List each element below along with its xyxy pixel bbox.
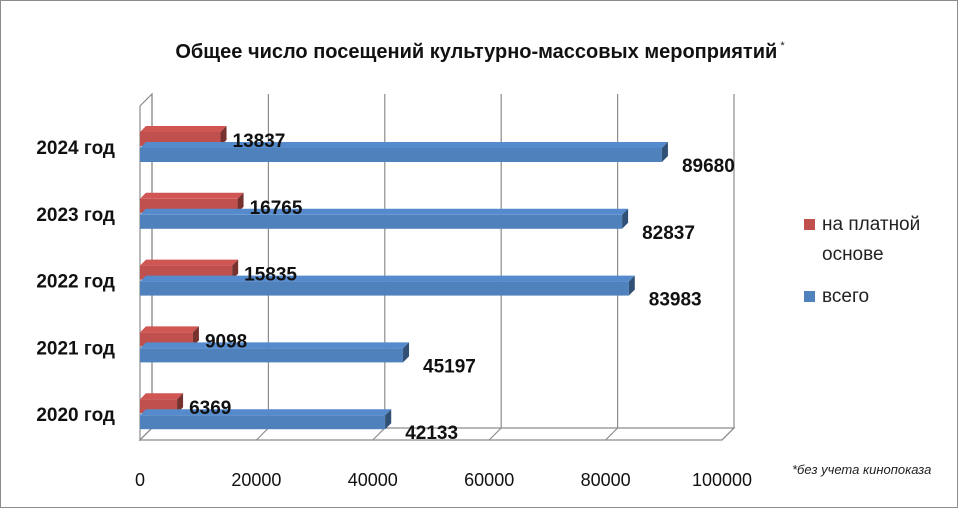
data-label-total: 89680 (682, 156, 735, 177)
gridline-floor (488, 427, 502, 441)
x-tick-label: 0 (135, 470, 145, 490)
legend-label-paid: на платной основе (822, 214, 921, 265)
data-label-paid: 9098 (205, 331, 247, 352)
gridline-floor (139, 427, 153, 441)
legend-item-paid: на платной основе (798, 210, 958, 270)
category-label: 2022 год (36, 272, 115, 293)
bar-total-side (385, 409, 392, 430)
data-label-total: 82837 (642, 223, 695, 244)
category-label: 2024 год (36, 138, 115, 159)
bar-total-face (140, 214, 623, 229)
x-tick-label: 60000 (464, 470, 514, 490)
bar-paid-top (140, 326, 199, 333)
bar-total (140, 142, 668, 162)
data-label-paid: 13837 (233, 131, 286, 152)
labels: 0 20000 40000 60000 80000 100000 6369 42133 2020… (36, 131, 752, 490)
x-tick-label: 40000 (348, 470, 398, 490)
x-tick-label: 20000 (231, 470, 281, 490)
bar-total (140, 409, 392, 430)
chart-title-text: Общее число посещений культурно-массовых… (175, 41, 778, 63)
legend-swatch-paid (804, 219, 815, 230)
bar-paid-top (140, 393, 184, 400)
gridline-floor (605, 427, 619, 441)
category-label: 2023 год (36, 205, 115, 226)
bar-total (140, 208, 629, 229)
bar-total (140, 275, 635, 296)
bar-total-face (140, 281, 629, 296)
bar-total-face (140, 348, 404, 363)
legend-swatch-total (804, 291, 815, 302)
bar-total-face (140, 415, 386, 430)
bar-total-face (140, 148, 662, 162)
bar-paid-side (177, 393, 184, 414)
bar-paid-top (140, 192, 244, 199)
data-label-total: 45197 (423, 356, 476, 377)
bar-total-top (140, 275, 635, 282)
chart-title: Общее число посещений культурно-массовых… (0, 40, 960, 64)
gridline-floor (721, 427, 735, 441)
category-label: 2020 год (36, 405, 115, 426)
data-label-paid: 15835 (244, 265, 297, 286)
bar-total-side (628, 275, 635, 296)
legend: на платной основе всего (798, 210, 958, 312)
data-label-paid: 6369 (189, 398, 231, 419)
bars (140, 126, 668, 430)
bar-total-top (140, 409, 392, 416)
x-tick-label: 100000 (692, 470, 752, 490)
x-tick-label: 80000 (581, 470, 631, 490)
legend-item-total: всего (798, 282, 958, 312)
bar-total-side (403, 342, 410, 363)
bar-paid-side (192, 326, 199, 347)
legend-label-total: всего (822, 286, 870, 307)
bar-total-top (140, 208, 629, 215)
data-label-paid: 16765 (250, 198, 303, 219)
data-label-total: 83983 (649, 290, 702, 311)
bar-total-top (140, 342, 410, 349)
bar-paid-top (140, 259, 239, 266)
footnote: *без учета кинопоказа (792, 462, 932, 477)
bar-total-side (622, 208, 629, 229)
category-label: 2021 год (36, 338, 115, 359)
data-label-total: 42133 (405, 423, 458, 444)
bar-paid-side (220, 126, 227, 146)
bar-paid-side (232, 259, 239, 280)
gridline-floor (372, 427, 386, 441)
bar-total (140, 342, 410, 363)
bar-total-top (140, 142, 668, 148)
gridline-floor (255, 427, 269, 441)
bar-paid-top (140, 126, 227, 132)
bar-total-side (661, 142, 668, 162)
title-footnote-mark: * (780, 40, 785, 52)
bar-paid-side (237, 192, 244, 213)
